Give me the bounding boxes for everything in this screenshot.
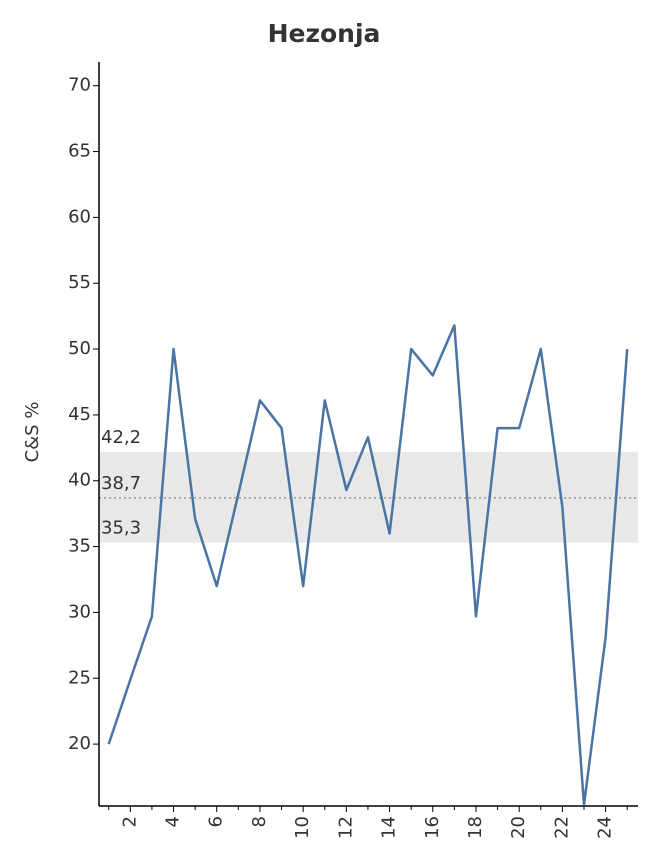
band-label: 42,2 <box>101 427 141 448</box>
y-tick-label: 35 <box>68 536 91 557</box>
y-axis-label: C&S % <box>22 402 43 463</box>
x-tick-label: 12 <box>335 816 356 839</box>
x-tick-label: 2 <box>119 816 140 827</box>
y-tick-label: 25 <box>68 667 91 688</box>
y-tick-label: 50 <box>68 338 91 359</box>
y-tick-label: 30 <box>68 601 91 622</box>
x-tick-label: 18 <box>465 816 486 839</box>
x-tick-label: 8 <box>249 816 270 827</box>
x-tick-label: 10 <box>292 816 313 839</box>
x-tick-label: 14 <box>379 816 400 839</box>
y-tick-label: 60 <box>68 206 91 227</box>
x-tick-label: 24 <box>595 816 616 839</box>
y-tick-label: 70 <box>68 75 91 96</box>
x-tick-label: 4 <box>163 816 184 827</box>
x-tick-label: 20 <box>508 816 529 839</box>
y-tick-label: 65 <box>68 141 91 162</box>
y-tick-label: 20 <box>68 733 91 754</box>
y-tick-label: 40 <box>68 470 91 491</box>
band-label: 35,3 <box>101 518 141 539</box>
line <box>107 324 629 806</box>
x-tick-label: 22 <box>551 816 572 839</box>
y-tick-label: 45 <box>68 404 91 425</box>
chart-title: Hezonja <box>268 19 381 48</box>
x-tick-label: 6 <box>206 816 227 827</box>
x-tick-label: 16 <box>422 816 443 839</box>
band-label: 38,7 <box>101 473 141 494</box>
y-tick-label: 55 <box>68 272 91 293</box>
